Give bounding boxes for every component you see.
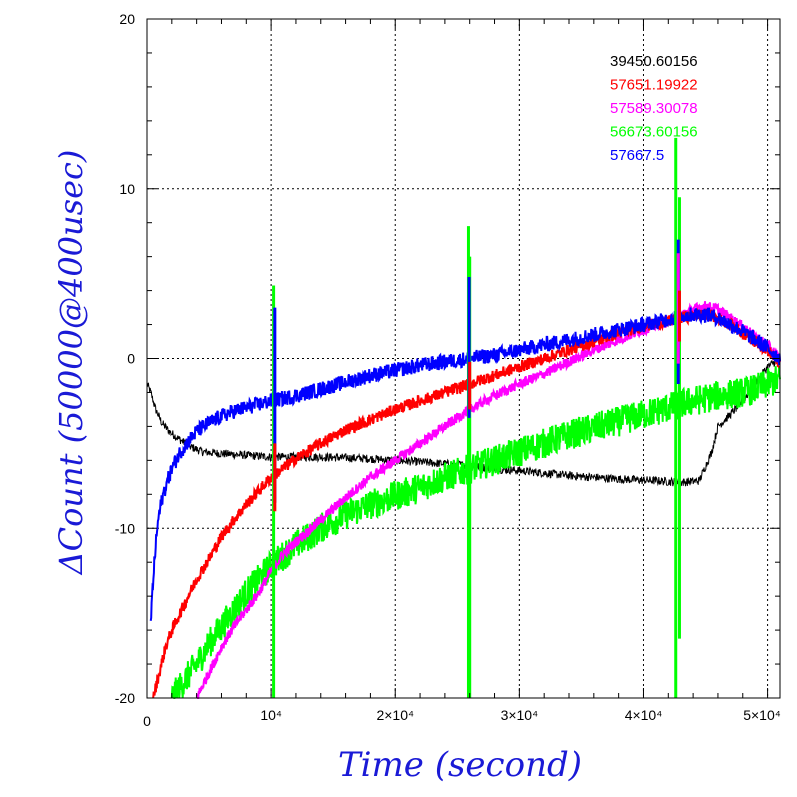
x-tick-label: 3×10⁴ xyxy=(501,707,539,723)
series-line-1 xyxy=(152,307,781,699)
legend-entry: 56673.60156 xyxy=(610,124,698,141)
series-line-3 xyxy=(170,366,781,699)
x-tick-label: 5×10⁴ xyxy=(743,707,781,723)
legend-entry: 39450.60156 xyxy=(610,53,698,70)
x-tick-label: 4×10⁴ xyxy=(625,707,663,723)
axis-ticks: 0 10⁴ 2×10⁴ 3×10⁴ 4×10⁴ 5×10⁴ 20 10 0 -10 -20 xyxy=(115,11,781,729)
y-tick-label: 0 xyxy=(127,351,135,367)
legend-entry: 57651.19922 xyxy=(610,77,698,94)
y-tick-label: -10 xyxy=(115,520,135,536)
y-tick-label: 20 xyxy=(119,11,135,27)
grid-lines xyxy=(147,19,780,698)
legend-entry: 57589.30078 xyxy=(610,100,698,117)
x-tick-label: 0 xyxy=(143,713,151,729)
series-lines xyxy=(146,301,781,699)
legend-entry: 57667.5 xyxy=(610,147,664,164)
x-tick-label: 2×10⁴ xyxy=(376,707,414,723)
y-tick-label: -20 xyxy=(115,690,135,706)
x-axis-title: Time (second) xyxy=(338,745,582,785)
y-tick-label: 10 xyxy=(119,181,135,197)
legend: 39450.60156 57651.19922 57589.30078 56673.6… xyxy=(610,53,698,164)
x-tick-label: 10⁴ xyxy=(260,707,282,723)
spike-lines xyxy=(272,137,681,698)
y-axis-title: ΔCount (50000@400usec) xyxy=(52,150,90,577)
